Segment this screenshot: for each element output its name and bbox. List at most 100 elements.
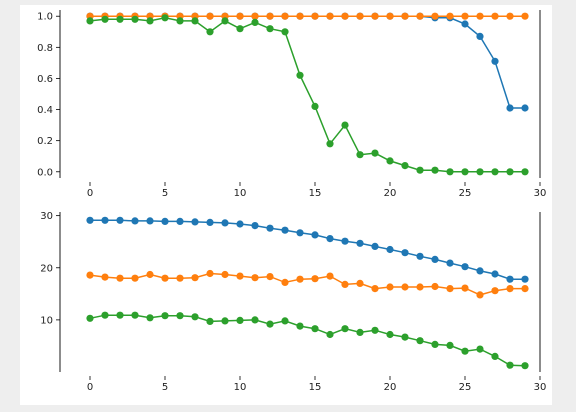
- data-point: [131, 274, 139, 282]
- data-point: [206, 218, 214, 226]
- data-point: [266, 224, 274, 232]
- data-point: [266, 273, 274, 281]
- data-point: [101, 311, 109, 319]
- data-point: [311, 325, 319, 333]
- data-point: [476, 345, 484, 353]
- data-point: [521, 285, 529, 293]
- data-point: [296, 275, 304, 283]
- data-point: [251, 274, 259, 282]
- data-point: [371, 242, 379, 250]
- data-point: [341, 12, 349, 20]
- data-point: [431, 166, 439, 174]
- data-point: [446, 259, 454, 267]
- data-point: [281, 278, 289, 286]
- data-point: [506, 285, 514, 293]
- y-tick-label: 10: [40, 315, 53, 326]
- data-point: [191, 218, 199, 226]
- data-point: [296, 229, 304, 237]
- x-tick-label: 30: [534, 382, 547, 393]
- data-point: [281, 28, 289, 36]
- data-point: [476, 168, 484, 176]
- data-point: [221, 317, 229, 325]
- data-point: [416, 283, 424, 291]
- data-point: [146, 314, 154, 322]
- x-tick-label: 10: [234, 188, 247, 199]
- data-point: [146, 217, 154, 225]
- data-point: [176, 217, 184, 225]
- data-point: [341, 121, 349, 129]
- data-point: [251, 12, 259, 20]
- y-tick-label: 0.4: [37, 105, 53, 116]
- data-point: [356, 151, 364, 159]
- data-point: [341, 280, 349, 288]
- data-point: [326, 12, 334, 20]
- data-point: [356, 239, 364, 247]
- data-point: [176, 17, 184, 25]
- y-tick-label: 1.0: [37, 12, 53, 23]
- data-point: [161, 14, 169, 22]
- data-point: [236, 220, 244, 228]
- data-point: [251, 222, 259, 230]
- figure-panel: [20, 5, 552, 405]
- x-tick-label: 25: [459, 382, 472, 393]
- data-point: [506, 168, 514, 176]
- data-point: [176, 312, 184, 320]
- data-point: [521, 12, 529, 20]
- y-tick-label: 0.6: [37, 74, 53, 85]
- data-point: [416, 12, 424, 20]
- data-point: [311, 275, 319, 283]
- data-point: [251, 316, 259, 324]
- data-point: [101, 273, 109, 281]
- data-point: [401, 162, 409, 170]
- data-point: [206, 12, 214, 20]
- data-point: [86, 216, 94, 224]
- x-tick-label: 5: [162, 188, 168, 199]
- data-point: [461, 168, 469, 176]
- data-point: [416, 337, 424, 345]
- data-point: [386, 330, 394, 339]
- data-point: [176, 274, 184, 282]
- data-point: [341, 237, 349, 245]
- data-point: [161, 274, 169, 282]
- data-point: [116, 216, 124, 224]
- series-2: [86, 12, 529, 20]
- series-3: [86, 311, 529, 370]
- data-point: [506, 12, 514, 20]
- data-point: [251, 18, 259, 26]
- data-point: [236, 272, 244, 280]
- data-point: [146, 270, 154, 279]
- data-point: [491, 352, 499, 360]
- data-point: [101, 15, 109, 23]
- data-point: [386, 283, 394, 291]
- data-point: [236, 12, 244, 20]
- data-point: [236, 316, 244, 324]
- data-point: [221, 17, 229, 25]
- series-1: [86, 216, 529, 283]
- data-point: [521, 104, 529, 112]
- data-point: [491, 168, 499, 176]
- data-point: [131, 311, 139, 319]
- data-point: [116, 274, 124, 282]
- x-tick-label: 15: [309, 188, 322, 199]
- series-3: [86, 14, 529, 176]
- data-point: [386, 12, 394, 20]
- data-point: [521, 275, 529, 283]
- data-point: [356, 328, 364, 336]
- x-tick-label: 10: [234, 382, 247, 393]
- data-point: [401, 283, 409, 291]
- data-point: [476, 267, 484, 275]
- data-point: [461, 20, 469, 28]
- data-point: [86, 17, 94, 25]
- data-point: [446, 285, 454, 293]
- data-point: [446, 341, 454, 349]
- data-point: [221, 270, 229, 279]
- x-tick-label: 25: [459, 188, 472, 199]
- data-point: [161, 312, 169, 320]
- data-point: [446, 168, 454, 176]
- y-tick-label: 0.0: [37, 167, 53, 178]
- data-point: [431, 282, 439, 291]
- data-point: [161, 217, 169, 225]
- data-point: [311, 231, 319, 239]
- data-point: [371, 326, 379, 334]
